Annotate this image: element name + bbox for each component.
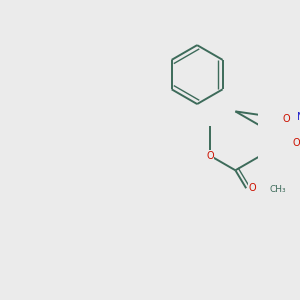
Text: O: O [206, 151, 214, 160]
Text: O: O [292, 138, 300, 148]
Text: O: O [249, 183, 256, 193]
Text: O: O [283, 114, 290, 124]
Text: NH₂: NH₂ [297, 112, 300, 122]
Text: CH₃: CH₃ [269, 185, 286, 194]
